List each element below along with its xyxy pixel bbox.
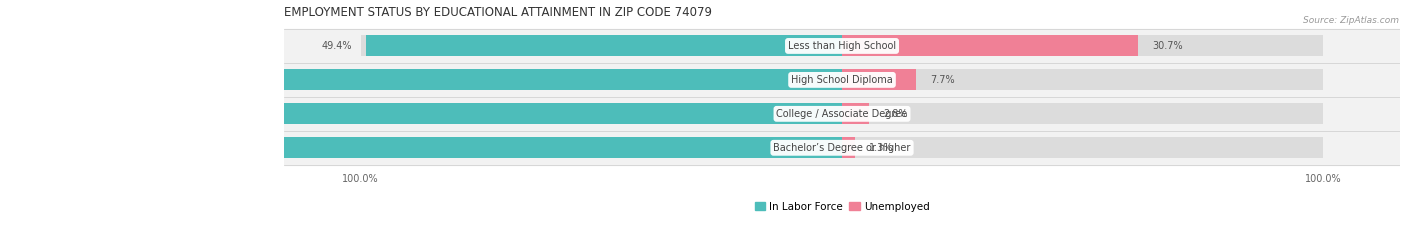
Legend: In Labor Force, Unemployed: In Labor Force, Unemployed — [751, 197, 934, 216]
Text: College / Associate Degree: College / Associate Degree — [776, 109, 908, 119]
Text: Source: ZipAtlas.com: Source: ZipAtlas.com — [1303, 16, 1399, 25]
Bar — [360, 35, 1323, 56]
Bar — [284, 97, 1400, 131]
Text: 90.1%: 90.1% — [0, 143, 32, 153]
Text: 2.8%: 2.8% — [883, 109, 908, 119]
Text: Less than High School: Less than High School — [787, 41, 896, 51]
Bar — [0, 137, 842, 158]
Bar — [842, 69, 917, 90]
Bar — [360, 69, 1323, 90]
Text: 70.0%: 70.0% — [193, 109, 226, 119]
Bar — [360, 137, 1323, 158]
Bar — [169, 103, 842, 124]
Bar — [284, 131, 1400, 165]
Bar — [842, 137, 855, 158]
Text: 30.7%: 30.7% — [1152, 41, 1182, 51]
Bar — [284, 29, 1400, 63]
Text: Bachelor’s Degree or higher: Bachelor’s Degree or higher — [773, 143, 911, 153]
Bar — [367, 35, 842, 56]
Bar — [360, 103, 1323, 124]
Text: 1.3%: 1.3% — [869, 143, 893, 153]
Bar — [842, 35, 1137, 56]
Text: 49.4%: 49.4% — [322, 41, 352, 51]
Bar — [117, 69, 842, 90]
Text: EMPLOYMENT STATUS BY EDUCATIONAL ATTAINMENT IN ZIP CODE 74079: EMPLOYMENT STATUS BY EDUCATIONAL ATTAINM… — [284, 6, 711, 19]
Text: 75.3%: 75.3% — [141, 75, 174, 85]
Text: 7.7%: 7.7% — [931, 75, 955, 85]
Bar — [842, 103, 869, 124]
Bar — [284, 63, 1400, 97]
Text: High School Diploma: High School Diploma — [792, 75, 893, 85]
